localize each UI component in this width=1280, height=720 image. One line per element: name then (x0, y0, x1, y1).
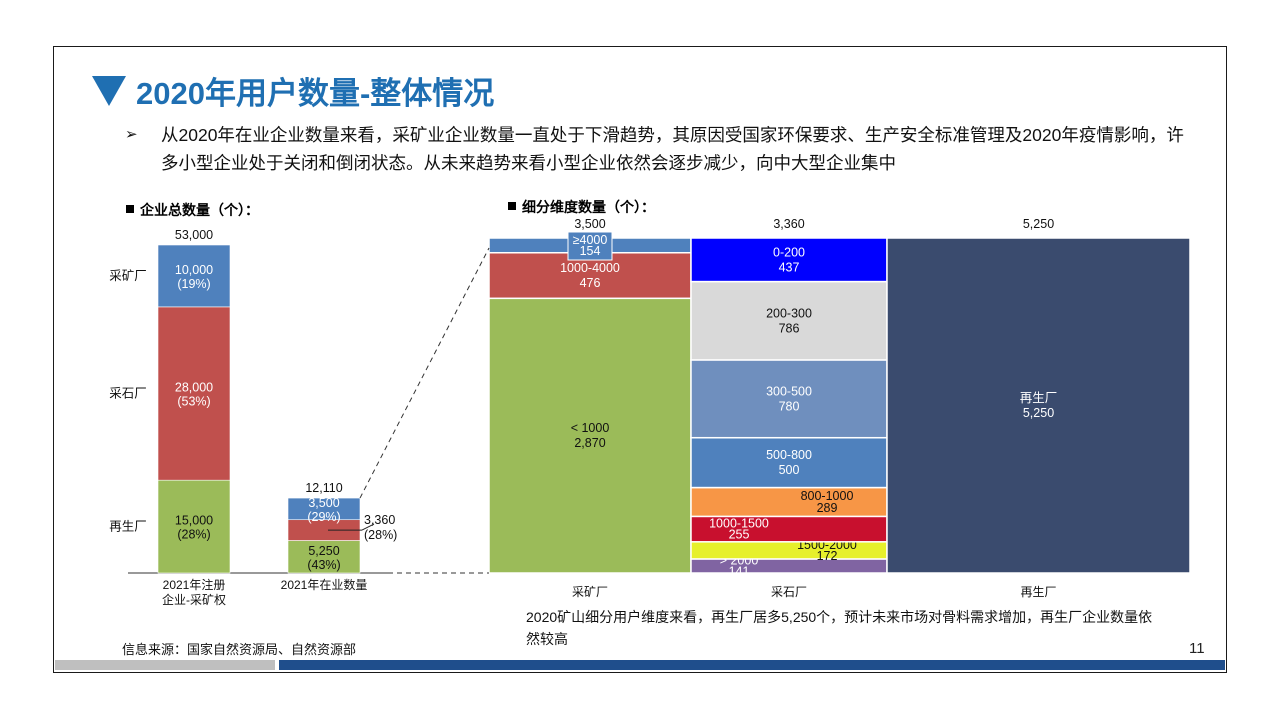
bar-total-label: 53,000 (175, 228, 213, 242)
bar-pct-label: (29%) (307, 510, 340, 524)
category-label: 2021年在业数量 (281, 577, 368, 592)
mekko-segment-label: 500-800 (766, 448, 812, 462)
mekko-segment-value: 500 (779, 463, 800, 477)
mekko-segment-label: 800-1000 (801, 489, 854, 503)
bar-segment-再生厂-1 (287, 540, 361, 574)
bar-segment-采矿厂-0 (157, 244, 231, 308)
mekko-segment-value: 141 (729, 564, 750, 578)
mekko-segment-采石厂-7 (690, 237, 888, 283)
mekko-segment-label: 0-200 (773, 245, 805, 259)
bar-pct-label: (43%) (307, 558, 340, 572)
bar-value-label: 5,250 (308, 544, 339, 558)
mekko-segment-label: 300-500 (766, 384, 812, 398)
bar-value-label: 3,360 (364, 513, 395, 527)
mekko-category-label: 采矿厂 (572, 585, 608, 599)
mekko-segment-value: 2,870 (574, 436, 605, 450)
connector-dashed-line (359, 247, 490, 499)
mekko-segment-label: 1000-1500 (709, 517, 769, 531)
footer-bar-grey (55, 660, 275, 670)
section-right-label: 细分维度数量（个）： (522, 199, 655, 215)
bullet-arrow-icon: ➢ (125, 126, 138, 143)
mekko-category-label: 采石厂 (771, 585, 807, 599)
mekko-total-label: 3,360 (773, 217, 804, 231)
section-left-heading: 企业总数量（个）： (126, 200, 259, 220)
bar-segment-采石厂-0 (157, 306, 231, 481)
mekko-category-label: 再生厂 (1020, 585, 1056, 599)
mekko-segment-value: 255 (729, 528, 750, 542)
bar-value-label: 15,000 (175, 514, 213, 528)
mekko-total-label: 3,500 (574, 217, 605, 231)
bar-pct-label: (28%) (364, 528, 397, 542)
mekko-segment-value: 780 (779, 399, 800, 413)
square-bullet-icon (508, 202, 516, 210)
page-title: 2020年用户数量-整体情况 (136, 76, 495, 111)
triangle-icon (92, 75, 126, 106)
mekko-segment-value: 786 (779, 321, 800, 335)
bar-value-label: 10,000 (175, 263, 213, 277)
bar-pct-label: (28%) (177, 528, 210, 542)
bar-value-label: 28,000 (175, 381, 213, 395)
title-block: 2020年用户数量-整体情况 (92, 68, 494, 113)
mekko-callout-box (567, 231, 613, 261)
page-number: 11 (1189, 640, 1205, 657)
mekko-segment-value: 437 (779, 260, 800, 274)
section-left-label: 企业总数量（个）： (140, 202, 259, 218)
category-label: 企业-采矿权 (162, 592, 226, 607)
bar-value-label: 3,500 (308, 496, 339, 510)
bar-segment-采矿厂-1 (287, 497, 361, 521)
bar-segment-再生厂-0 (157, 479, 231, 574)
mekko-segment-采石厂-3 (690, 486, 888, 518)
mekko-segment-value: 172 (817, 549, 838, 563)
bar-pct-label: (53%) (177, 395, 210, 409)
mekko-segment-value: 289 (817, 501, 838, 515)
leader-line (361, 523, 375, 531)
bar-total-label: 12,110 (305, 481, 342, 495)
chart-note: 2020矿山细分用户维度来看，再生厂居多5,250个，预计未来市场对骨料需求增加… (526, 609, 1153, 647)
mekko-segment-采石厂-1 (690, 541, 888, 560)
category-label: 2021年注册 (163, 577, 226, 592)
source-text: 信息来源：国家自然资源局、自然资源部 (122, 642, 357, 657)
row-label-采石厂: 采石厂 (109, 387, 147, 401)
mekko-segment-value: 476 (580, 276, 601, 290)
mekko-segment-再生厂-0 (886, 237, 1191, 574)
mekko-total-label: 5,250 (1023, 217, 1054, 231)
mekko-segment-label: 1000-4000 (560, 261, 620, 275)
footer-bar-blue (279, 660, 1225, 670)
mekko-segment-value: 154 (580, 244, 601, 258)
mekko-segment-value: 5,250 (1023, 406, 1054, 420)
bullet-text: 从2020年在业企业数量来看，采矿业企业数量一直处于下滑趋势，其原因受国家环保要… (161, 125, 1184, 173)
section-right-heading: 细分维度数量（个）： (508, 197, 655, 217)
mekko-segment-label: ≥4000 (573, 233, 608, 247)
mekko-segment-label: 再生厂 (1020, 391, 1058, 405)
bullet-paragraph: ➢ 从2020年在业企业数量来看，采矿业企业数量一直处于下滑趋势，其原因受国家环… (125, 121, 1185, 177)
mekko-segment-label: 200-300 (766, 306, 812, 320)
row-label-采矿厂: 采矿厂 (109, 269, 147, 283)
bar-pct-label: (19%) (177, 277, 210, 291)
mekko-segment-label: < 1000 (571, 421, 610, 435)
row-label-再生厂: 再生厂 (109, 520, 147, 534)
square-bullet-icon (126, 205, 134, 213)
